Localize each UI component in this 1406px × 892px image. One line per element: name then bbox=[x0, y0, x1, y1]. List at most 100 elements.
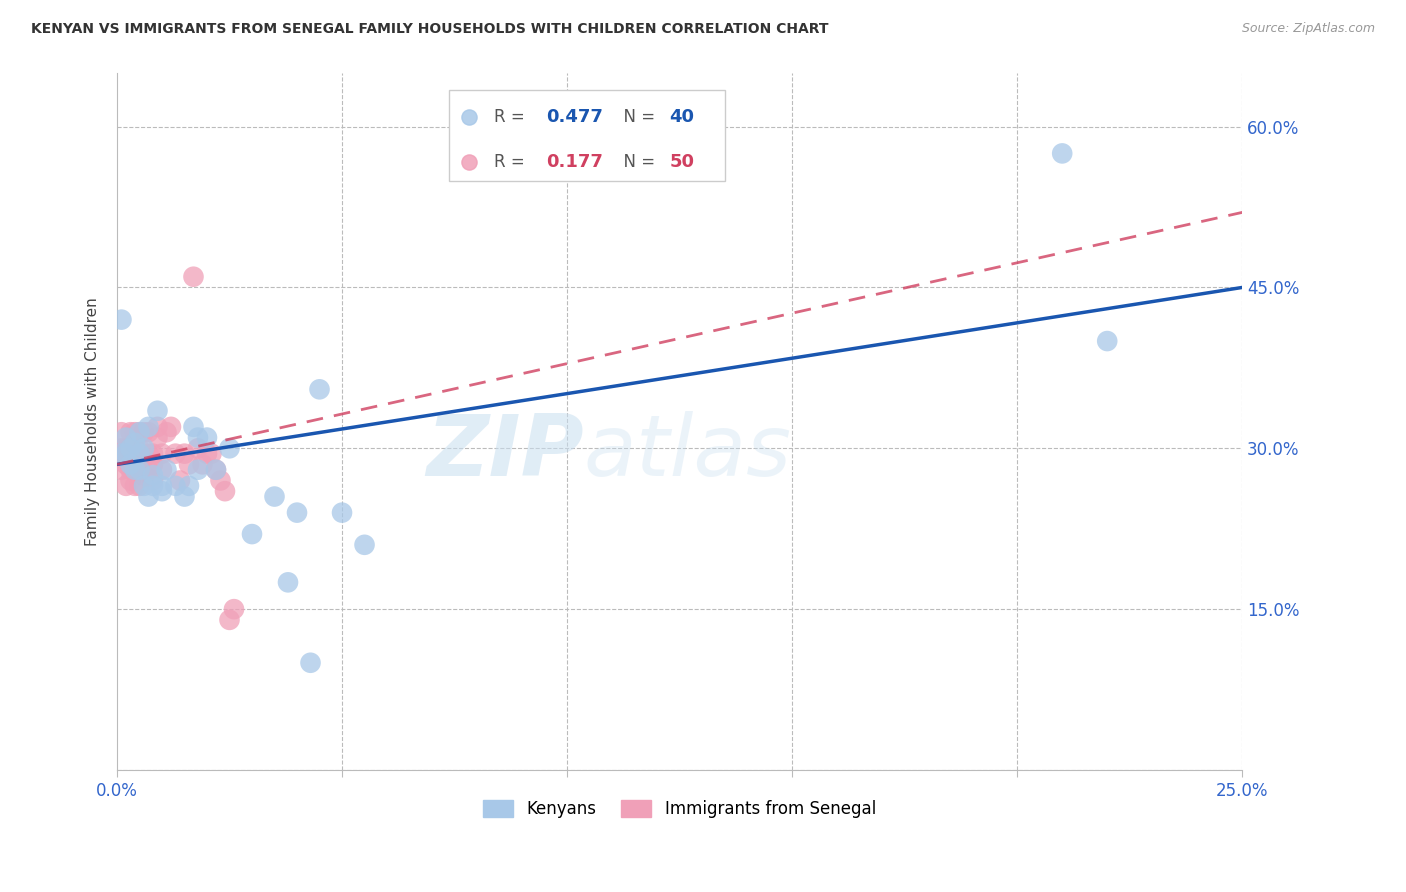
Point bbox=[169, 474, 191, 488]
Point bbox=[353, 538, 375, 552]
Point bbox=[183, 269, 205, 284]
Point bbox=[165, 479, 187, 493]
Point bbox=[160, 420, 183, 434]
Text: Source: ZipAtlas.com: Source: ZipAtlas.com bbox=[1241, 22, 1375, 36]
FancyBboxPatch shape bbox=[449, 90, 724, 181]
Text: 50: 50 bbox=[669, 153, 695, 170]
Text: N =: N = bbox=[613, 153, 661, 170]
Point bbox=[110, 447, 132, 461]
Point bbox=[277, 575, 299, 590]
Point bbox=[138, 447, 160, 461]
Point bbox=[155, 425, 177, 440]
Point bbox=[138, 490, 160, 504]
Point bbox=[138, 463, 160, 477]
Point bbox=[120, 447, 142, 461]
Point bbox=[308, 382, 330, 396]
Point bbox=[120, 425, 142, 440]
Point bbox=[263, 490, 285, 504]
Text: 40: 40 bbox=[669, 108, 695, 126]
Point bbox=[124, 479, 146, 493]
Point bbox=[330, 506, 353, 520]
Point bbox=[110, 442, 132, 456]
Point bbox=[115, 479, 138, 493]
Point bbox=[120, 442, 142, 456]
Text: N =: N = bbox=[613, 108, 661, 126]
Point bbox=[191, 458, 214, 472]
Text: 0.177: 0.177 bbox=[546, 153, 603, 170]
Point bbox=[128, 425, 150, 440]
Point bbox=[115, 431, 138, 445]
Point bbox=[222, 602, 245, 616]
Point bbox=[299, 656, 322, 670]
Point bbox=[124, 442, 146, 456]
Point bbox=[120, 463, 142, 477]
Point bbox=[1095, 334, 1118, 348]
Point bbox=[146, 403, 169, 417]
Point bbox=[128, 447, 150, 461]
Point bbox=[124, 447, 146, 461]
Point bbox=[110, 312, 132, 326]
Point bbox=[110, 463, 132, 477]
Point bbox=[218, 442, 240, 456]
Point bbox=[209, 474, 232, 488]
Point bbox=[173, 447, 195, 461]
Point bbox=[150, 484, 173, 499]
Text: 0.477: 0.477 bbox=[546, 108, 603, 126]
Point bbox=[132, 452, 155, 467]
Point bbox=[146, 431, 169, 445]
Point bbox=[205, 463, 228, 477]
Point bbox=[150, 479, 173, 493]
Point bbox=[132, 442, 155, 456]
Text: KENYAN VS IMMIGRANTS FROM SENEGAL FAMILY HOUSEHOLDS WITH CHILDREN CORRELATION CH: KENYAN VS IMMIGRANTS FROM SENEGAL FAMILY… bbox=[31, 22, 828, 37]
Point bbox=[128, 458, 150, 472]
Point bbox=[128, 463, 150, 477]
Point bbox=[187, 463, 209, 477]
Point bbox=[120, 442, 142, 456]
Point bbox=[205, 463, 228, 477]
Point bbox=[200, 447, 222, 461]
Text: R =: R = bbox=[494, 108, 530, 126]
Point bbox=[142, 468, 165, 483]
Point bbox=[124, 463, 146, 477]
Point bbox=[132, 468, 155, 483]
Legend: Kenyans, Immigrants from Senegal: Kenyans, Immigrants from Senegal bbox=[477, 793, 883, 824]
Point bbox=[128, 425, 150, 440]
Text: ZIP: ZIP bbox=[426, 411, 583, 494]
Point bbox=[150, 447, 173, 461]
Point bbox=[115, 442, 138, 456]
Point bbox=[165, 447, 187, 461]
Point bbox=[195, 447, 218, 461]
Point bbox=[1050, 146, 1073, 161]
Text: R =: R = bbox=[494, 153, 530, 170]
Text: atlas: atlas bbox=[583, 411, 792, 494]
Point bbox=[138, 420, 160, 434]
Point bbox=[120, 458, 142, 472]
Point bbox=[138, 425, 160, 440]
Point bbox=[128, 442, 150, 456]
Point bbox=[115, 447, 138, 461]
Point bbox=[142, 447, 165, 461]
Point bbox=[155, 463, 177, 477]
Y-axis label: Family Households with Children: Family Households with Children bbox=[86, 297, 100, 546]
Point bbox=[142, 479, 165, 493]
Point bbox=[218, 613, 240, 627]
Point bbox=[177, 458, 200, 472]
Point bbox=[146, 420, 169, 434]
Point bbox=[150, 463, 173, 477]
Point bbox=[177, 479, 200, 493]
Point bbox=[128, 479, 150, 493]
Point bbox=[142, 458, 165, 472]
Point bbox=[187, 442, 209, 456]
Point bbox=[124, 436, 146, 450]
Point bbox=[120, 474, 142, 488]
Point bbox=[132, 479, 155, 493]
Point bbox=[240, 527, 263, 541]
Point bbox=[115, 447, 138, 461]
Point bbox=[110, 425, 132, 440]
Point bbox=[115, 458, 138, 472]
Point bbox=[195, 431, 218, 445]
Point bbox=[124, 425, 146, 440]
Point bbox=[132, 425, 155, 440]
Point bbox=[187, 431, 209, 445]
Point bbox=[214, 484, 236, 499]
